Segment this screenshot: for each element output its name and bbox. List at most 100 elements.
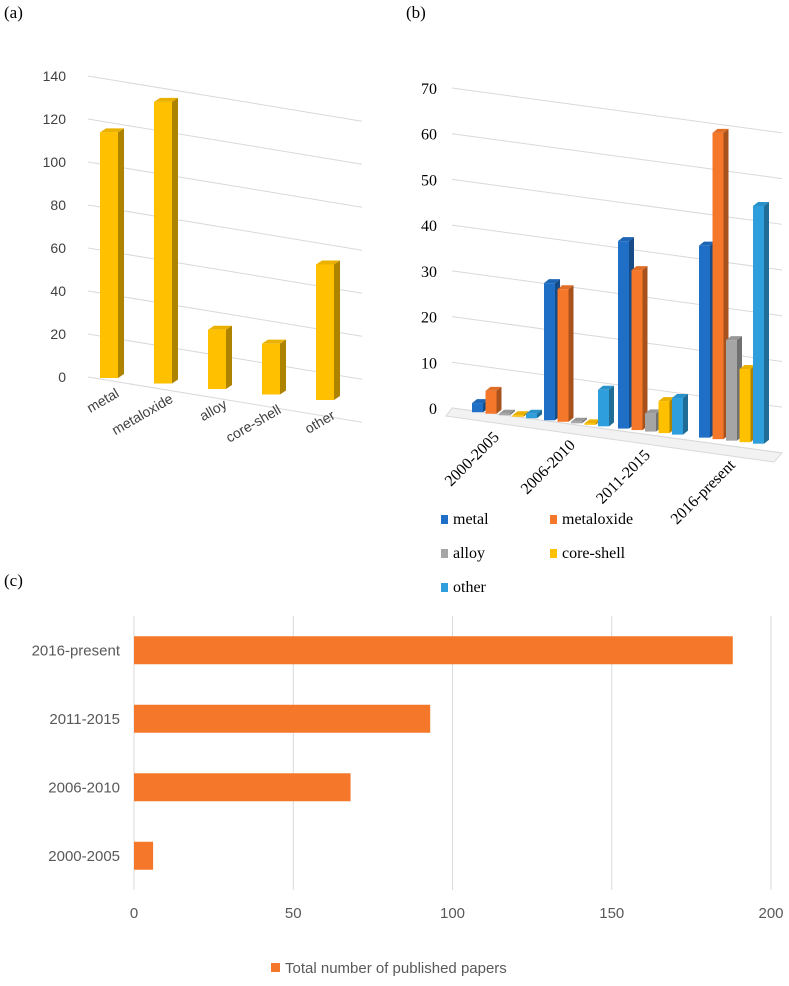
chart-b-gridline	[451, 270, 783, 317]
chart-a-bar-alloy-top	[208, 325, 232, 330]
chart-b-bar-alloy-2016-present-front	[726, 340, 737, 441]
chart-b-bar-metal-2011-2015-front	[618, 241, 629, 429]
chart-b-bar-other-2016-present-top	[753, 201, 769, 206]
chart-b-bar-metal-2011-2015-top	[618, 237, 634, 242]
chart-c-x-tick: 0	[130, 905, 138, 922]
chart-b-x-label: 2000-2005	[442, 429, 503, 490]
chart-b-bar-metaloxide-2006-2010-front	[557, 289, 569, 422]
chart-b: 0 10 20 30 40 50 60 70 2000-2005 2006-2010 2011-20…	[421, 81, 783, 596]
chart-b-bar-alloy-2011-2015-top	[645, 409, 661, 414]
chart-a-gridline	[87, 75, 363, 122]
chart-c-legend: Total number of published papers	[271, 960, 507, 977]
chart-b-bar-alloy-2000-2005-top	[499, 409, 515, 414]
chart-b-bar-other-2011-2015-side	[683, 394, 688, 435]
chart-c-y-label: 2011-2015	[49, 711, 120, 728]
chart-c-y-labels: 2016-present 2011-2015 2006-2010 2000-2005	[32, 642, 121, 865]
chart-b-bar-alloy-2011-2015-front	[645, 413, 656, 432]
chart-c-y-label: 2000-2005	[48, 848, 120, 865]
chart-b-bar-core-shell-2016-present-front	[739, 369, 751, 443]
chart-b-bar-other-2000-2005-front	[526, 413, 537, 419]
chart-b-legend-label: other	[453, 579, 487, 596]
chart-b-bar-other-2006-2010-top	[598, 385, 614, 390]
chart-a-bar-alloy	[208, 325, 232, 389]
chart-a-bar-metal-front	[100, 132, 118, 378]
chart-c: 0 50 100 150 200 2016-present 2011-2015 2006-20…	[32, 616, 784, 977]
chart-b-y-tick: 30	[421, 264, 437, 281]
chart-b-bar-other-2000-2005	[526, 409, 542, 419]
chart-b-bar-metaloxide-2011-2015-top	[631, 266, 648, 271]
chart-a-bar-other-front	[316, 264, 334, 400]
chart-a-bar-core-shell-side	[280, 339, 286, 395]
chart-a-gridline	[87, 204, 363, 251]
chart-b-bar-metaloxide-2000-2005-front	[485, 390, 497, 414]
chart-b-bar-core-shell-2011-2015-top	[658, 397, 675, 402]
chart-b-bar-alloy-2000-2005	[499, 409, 515, 416]
chart-a-y-tick: 40	[50, 283, 66, 299]
chart-b-gridline	[451, 224, 783, 271]
chart-a-bar-metaloxide-front	[154, 101, 172, 384]
chart-a-x-label: core-shell	[223, 401, 284, 445]
chart-a-bar-other-side	[334, 260, 340, 400]
chart-a-y-tick: 80	[50, 197, 66, 213]
chart-b-bar-metaloxide-2000-2005	[485, 386, 502, 414]
chart-c-x-ticks: 0 50 100 150 200	[130, 905, 784, 922]
chart-c-bar-2016-present	[134, 636, 733, 665]
chart-b-bar-core-shell-2006-2010-top	[584, 419, 601, 424]
chart-a-bar-metal-side	[118, 128, 124, 378]
chart-a-bar-core-shell-front	[262, 343, 280, 395]
chart-b-legend-swatch	[441, 515, 448, 524]
chart-b-legend-swatch	[550, 515, 557, 524]
chart-a-y-tick: 60	[50, 240, 66, 256]
chart-b-y-tick: 50	[421, 172, 437, 189]
chart-b-bar-other-2006-2010	[598, 385, 614, 427]
panel-c-label: (c)	[4, 571, 23, 590]
chart-a-gridlines	[87, 75, 363, 423]
chart-b-bar-core-shell-2011-2015-front	[658, 401, 670, 434]
chart-b-gridline	[451, 87, 783, 134]
chart-a-y-tick: 120	[43, 111, 67, 127]
chart-c-x-tick: 100	[440, 905, 465, 922]
chart-c-x-tick: 150	[599, 905, 624, 922]
chart-b-bar-alloy-2006-2010-top	[571, 417, 587, 422]
chart-a-x-label: metal	[84, 385, 122, 416]
chart-b-bar-metal-2016-present-front	[699, 245, 710, 438]
chart-b-bar-metal-2000-2005-front	[472, 403, 483, 413]
chart-a-bar-metal-top	[100, 128, 124, 133]
chart-c-y-label: 2016-present	[32, 642, 121, 659]
chart-b-bar-other-2000-2005-top	[526, 409, 542, 414]
chart-a-y-tick: 100	[43, 154, 67, 170]
chart-b-bar-other-2016-present-front	[753, 205, 764, 444]
chart-b-y-tick: 0	[429, 401, 437, 418]
chart-a-bar-alloy-side	[226, 325, 232, 389]
chart-b-bar-other-2016-present-side	[764, 201, 769, 444]
chart-b-bar-other-2011-2015-top	[672, 394, 688, 399]
chart-a-y-tick: 0	[58, 369, 66, 385]
chart-b-y-tick: 20	[421, 310, 437, 327]
chart-b-x-label: 2016-present	[668, 456, 739, 527]
chart-b-legend-label: core-shell	[562, 545, 626, 562]
chart-b-y-ticks: 0 10 20 30 40 50 60 70	[421, 81, 437, 418]
chart-c-legend-swatch	[271, 963, 280, 972]
chart-c-x-tick: 50	[285, 905, 302, 922]
chart-b-bar-alloy-2006-2010	[571, 417, 587, 424]
chart-b-y-tick: 70	[421, 81, 437, 98]
chart-b-x-label: 2011-2015	[593, 447, 654, 508]
chart-b-bar-core-shell-2006-2010-front	[584, 423, 596, 425]
chart-b-bar-metaloxide-2011-2015-side	[642, 266, 648, 431]
chart-b-bar-alloy-2006-2010-side	[582, 417, 587, 424]
chart-b-gridline	[451, 133, 783, 180]
chart-b-gridline	[451, 178, 783, 225]
chart-a-bar-other	[316, 260, 340, 400]
chart-b-bar-metaloxide-2000-2005-top	[485, 386, 502, 391]
chart-b-y-tick: 60	[421, 127, 437, 144]
chart-a-bars	[100, 97, 340, 400]
chart-b-bar-alloy-2016-present-top	[726, 336, 742, 341]
panel-b-label: (b)	[406, 3, 426, 22]
chart-b-bar-metaloxide-2006-2010-side	[568, 285, 574, 422]
chart-b-legend-swatch	[441, 583, 448, 592]
chart-b-bar-core-shell-2016-present-top	[739, 365, 756, 370]
chart-b-floor-plane	[445, 407, 783, 463]
chart-b-bar-metal-2006-2010-front	[544, 283, 555, 421]
chart-c-bar-2000-2005	[134, 841, 154, 870]
